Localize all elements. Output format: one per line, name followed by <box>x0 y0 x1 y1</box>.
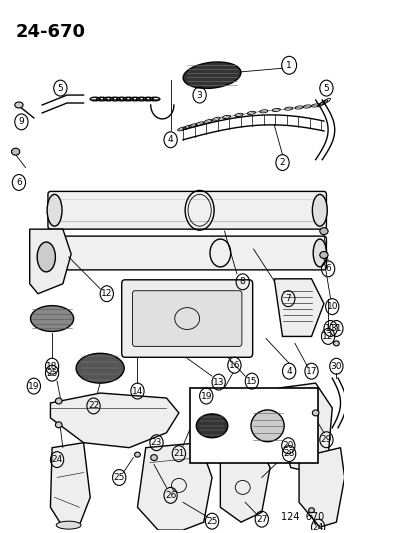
Text: 19: 19 <box>200 392 211 400</box>
Ellipse shape <box>319 252 327 259</box>
Text: 4: 4 <box>286 367 291 376</box>
Text: 26: 26 <box>164 491 176 500</box>
Text: 3: 3 <box>196 91 202 100</box>
Text: 25: 25 <box>46 369 58 378</box>
Ellipse shape <box>48 239 61 267</box>
Text: 7: 7 <box>285 294 290 303</box>
Text: 28: 28 <box>283 449 294 458</box>
Ellipse shape <box>55 398 62 404</box>
FancyBboxPatch shape <box>132 290 241 346</box>
Text: 1: 1 <box>285 61 291 70</box>
Text: 2: 2 <box>411 106 413 115</box>
Ellipse shape <box>250 410 283 442</box>
Text: 4: 4 <box>167 135 173 144</box>
Polygon shape <box>273 279 323 336</box>
Text: 17: 17 <box>305 367 316 376</box>
Text: 2: 2 <box>279 158 285 167</box>
FancyBboxPatch shape <box>121 280 252 357</box>
FancyBboxPatch shape <box>48 191 325 229</box>
Text: 14: 14 <box>131 386 143 395</box>
Ellipse shape <box>47 195 62 226</box>
Text: 11: 11 <box>324 324 335 333</box>
Text: 25: 25 <box>206 516 217 526</box>
Text: 31: 31 <box>330 324 341 333</box>
Text: 12: 12 <box>101 289 112 298</box>
Polygon shape <box>30 229 71 294</box>
Text: 10: 10 <box>326 302 337 311</box>
Ellipse shape <box>15 102 23 108</box>
Bar <box>189 388 317 463</box>
Text: 15: 15 <box>245 377 257 385</box>
Ellipse shape <box>12 148 20 155</box>
Text: 12: 12 <box>322 332 333 341</box>
Polygon shape <box>220 443 269 522</box>
Text: 23: 23 <box>150 438 162 447</box>
Text: 21: 21 <box>173 449 184 458</box>
Polygon shape <box>50 393 178 448</box>
Ellipse shape <box>311 195 326 226</box>
Text: 19: 19 <box>28 382 40 391</box>
FancyBboxPatch shape <box>48 236 325 270</box>
Ellipse shape <box>150 455 157 461</box>
Text: 6: 6 <box>325 264 330 273</box>
Text: 30: 30 <box>330 362 341 371</box>
Ellipse shape <box>319 228 327 235</box>
Ellipse shape <box>196 414 227 438</box>
Text: 24-670: 24-670 <box>16 22 85 41</box>
Text: 27: 27 <box>256 515 267 524</box>
Ellipse shape <box>183 62 240 88</box>
Text: 18: 18 <box>46 362 58 371</box>
Ellipse shape <box>134 452 140 457</box>
Polygon shape <box>137 443 211 530</box>
Text: 16: 16 <box>228 361 240 370</box>
Text: 24: 24 <box>312 523 323 531</box>
Polygon shape <box>298 448 344 527</box>
Text: 124  670: 124 670 <box>280 512 323 522</box>
Text: 22: 22 <box>88 401 99 410</box>
Text: 9: 9 <box>19 117 24 126</box>
Text: 24: 24 <box>51 455 62 464</box>
Text: 6: 6 <box>16 178 22 187</box>
Text: 8: 8 <box>239 277 245 286</box>
Ellipse shape <box>311 410 318 416</box>
Text: 5: 5 <box>57 84 63 93</box>
Ellipse shape <box>55 422 62 428</box>
Polygon shape <box>50 443 90 527</box>
Ellipse shape <box>333 341 339 346</box>
Ellipse shape <box>31 305 74 332</box>
Ellipse shape <box>312 239 325 267</box>
Text: 25: 25 <box>113 473 125 482</box>
Ellipse shape <box>37 242 55 272</box>
Text: 20: 20 <box>282 441 293 450</box>
Text: 5: 5 <box>323 84 328 93</box>
Text: 13: 13 <box>212 377 224 386</box>
Polygon shape <box>278 383 332 473</box>
Text: 29: 29 <box>320 435 331 444</box>
Ellipse shape <box>76 353 124 383</box>
Ellipse shape <box>56 521 81 529</box>
Ellipse shape <box>308 508 313 513</box>
